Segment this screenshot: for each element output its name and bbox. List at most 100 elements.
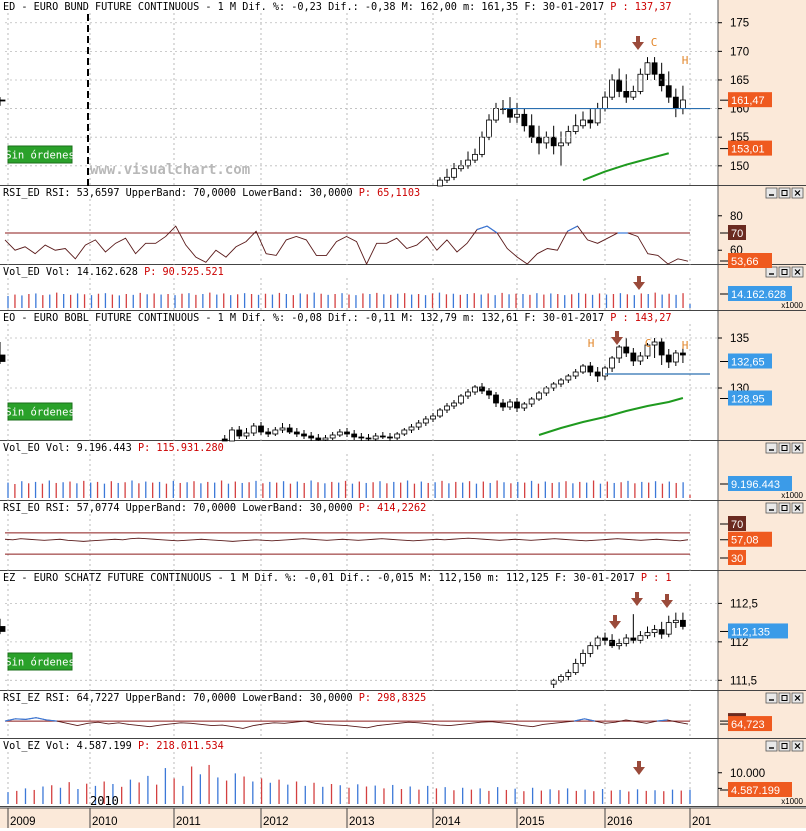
- candle-body: [616, 79, 623, 92]
- maximize-icon-frame[interactable]: [778, 502, 791, 514]
- candle-body: [565, 375, 572, 381]
- panel-header: Vol_ED Vol: 14.162.628 P: 90.525.521: [3, 267, 224, 278]
- candles-EO: [0, 338, 686, 442]
- rsi-value-badge-box: [728, 253, 772, 268]
- candle-body: [672, 96, 679, 109]
- minimize-icon[interactable]: [765, 187, 778, 199]
- close-icon[interactable]: [791, 187, 804, 199]
- order-button-box[interactable]: [7, 652, 73, 671]
- order-button[interactable]: Sin órdenes: [5, 145, 75, 164]
- candle-body: [451, 402, 457, 407]
- axis-tick-label: 112: [730, 637, 748, 649]
- arrow-down-icon: [611, 331, 623, 345]
- maximize-icon-frame[interactable]: [778, 442, 791, 454]
- maximize-icon[interactable]: [778, 442, 791, 454]
- close-icon[interactable]: [791, 266, 804, 278]
- candle-body: [272, 429, 279, 435]
- candle-body: [358, 436, 365, 439]
- candle-body: [672, 619, 679, 624]
- sma-line: [538, 397, 684, 436]
- candle-body: [279, 427, 286, 431]
- rsi-value-badge: 57,08: [720, 531, 772, 547]
- header-text: Vol_EZ Vol: 4.587.199: [3, 741, 138, 752]
- candle-body: [565, 672, 572, 677]
- time-tick-label: 2016: [607, 816, 633, 828]
- minimize-icon[interactable]: [765, 502, 778, 514]
- maximize-icon[interactable]: [778, 187, 791, 199]
- candle-body: [602, 96, 608, 109]
- rsi-overbought-segment: [584, 718, 595, 722]
- minimize-icon-frame[interactable]: [765, 187, 778, 199]
- candle-body: [665, 622, 672, 635]
- candle-body: [658, 341, 665, 356]
- pattern-label: H: [682, 339, 689, 352]
- candle-body: [451, 168, 457, 178]
- maximize-icon[interactable]: [778, 266, 791, 278]
- last-price-badge-label: 132,65: [731, 357, 765, 369]
- minimize-icon-frame[interactable]: [765, 502, 778, 514]
- minimize-icon[interactable]: [765, 740, 778, 752]
- candle-body: [415, 422, 422, 428]
- time-axis: 2009 2010 2011 2012 2013 2014 2015 2016 201: [0, 807, 806, 828]
- panel-background: [0, 501, 806, 571]
- close-icon[interactable]: [791, 502, 804, 514]
- header-text: RSI_EZ RSI: 64,7227 UpperBand: 70,0000 L…: [3, 693, 359, 704]
- volume-value-badge-label: 9.196.443: [731, 479, 780, 491]
- maximize-icon[interactable]: [778, 740, 791, 752]
- order-button-box[interactable]: [7, 402, 73, 421]
- candle-body: [536, 136, 542, 144]
- candle-body: [493, 108, 499, 121]
- candle-body: [507, 401, 513, 408]
- maximize-icon-frame[interactable]: [778, 692, 791, 704]
- candle-body: [308, 435, 315, 439]
- minimize-icon[interactable]: [765, 442, 778, 454]
- minimize-icon-frame[interactable]: [765, 692, 778, 704]
- volume-value-badge-label: 14.162.628: [731, 289, 786, 301]
- panel-header: EO - EURO BOBL FUTURE CONTINUOUS - 1 M D…: [3, 313, 672, 324]
- candle-body: [587, 645, 594, 654]
- header-pvalue: P : 137,37: [610, 2, 671, 13]
- candle-body: [472, 153, 478, 161]
- last-price-badge: 161,47: [720, 92, 772, 108]
- minimize-icon[interactable]: [765, 692, 778, 704]
- maximize-icon[interactable]: [778, 692, 791, 704]
- last-price-badge-box: [728, 92, 772, 108]
- sma-badge-box: [728, 390, 772, 406]
- candle-body: [630, 352, 637, 362]
- rsi-axis-RSI_EO: 70 30 57,08: [720, 516, 772, 565]
- maximize-icon-frame[interactable]: [778, 187, 791, 199]
- candle-body: [665, 354, 672, 363]
- rsi-band-badge-box: [728, 225, 746, 240]
- close-icon[interactable]: [791, 740, 804, 752]
- candle-body: [422, 418, 429, 424]
- candle-body: [486, 390, 492, 396]
- candle-body: [550, 679, 557, 685]
- maximize-icon-frame[interactable]: [778, 740, 791, 752]
- rsi-RSI_EO: [4, 532, 690, 555]
- order-button[interactable]: Sin órdenes: [5, 402, 75, 421]
- candle-body: [536, 392, 542, 400]
- pattern-label: C: [651, 36, 658, 49]
- close-icon[interactable]: [791, 442, 804, 454]
- arrow-shaft: [635, 592, 639, 599]
- time-tick-label: 2014: [435, 816, 461, 828]
- header-pvalue: P : 1: [641, 573, 672, 584]
- pattern-label: H: [595, 38, 602, 51]
- candle-body: [644, 632, 651, 637]
- candle-body: [379, 435, 386, 438]
- candle-body: [521, 403, 528, 409]
- candle-body: [437, 409, 443, 417]
- candle-body: [616, 346, 623, 359]
- minimize-icon-frame[interactable]: [765, 266, 778, 278]
- minimize-icon[interactable]: [765, 266, 778, 278]
- maximize-icon-frame[interactable]: [778, 266, 791, 278]
- candle-body: [623, 637, 630, 644]
- minimize-icon-frame[interactable]: [765, 442, 778, 454]
- order-button-box[interactable]: [7, 145, 73, 164]
- maximize-icon[interactable]: [778, 502, 791, 514]
- close-icon[interactable]: [791, 692, 804, 704]
- candle-body: [572, 662, 579, 674]
- order-button[interactable]: Sin órdenes: [5, 652, 75, 671]
- minimize-icon-frame[interactable]: [765, 740, 778, 752]
